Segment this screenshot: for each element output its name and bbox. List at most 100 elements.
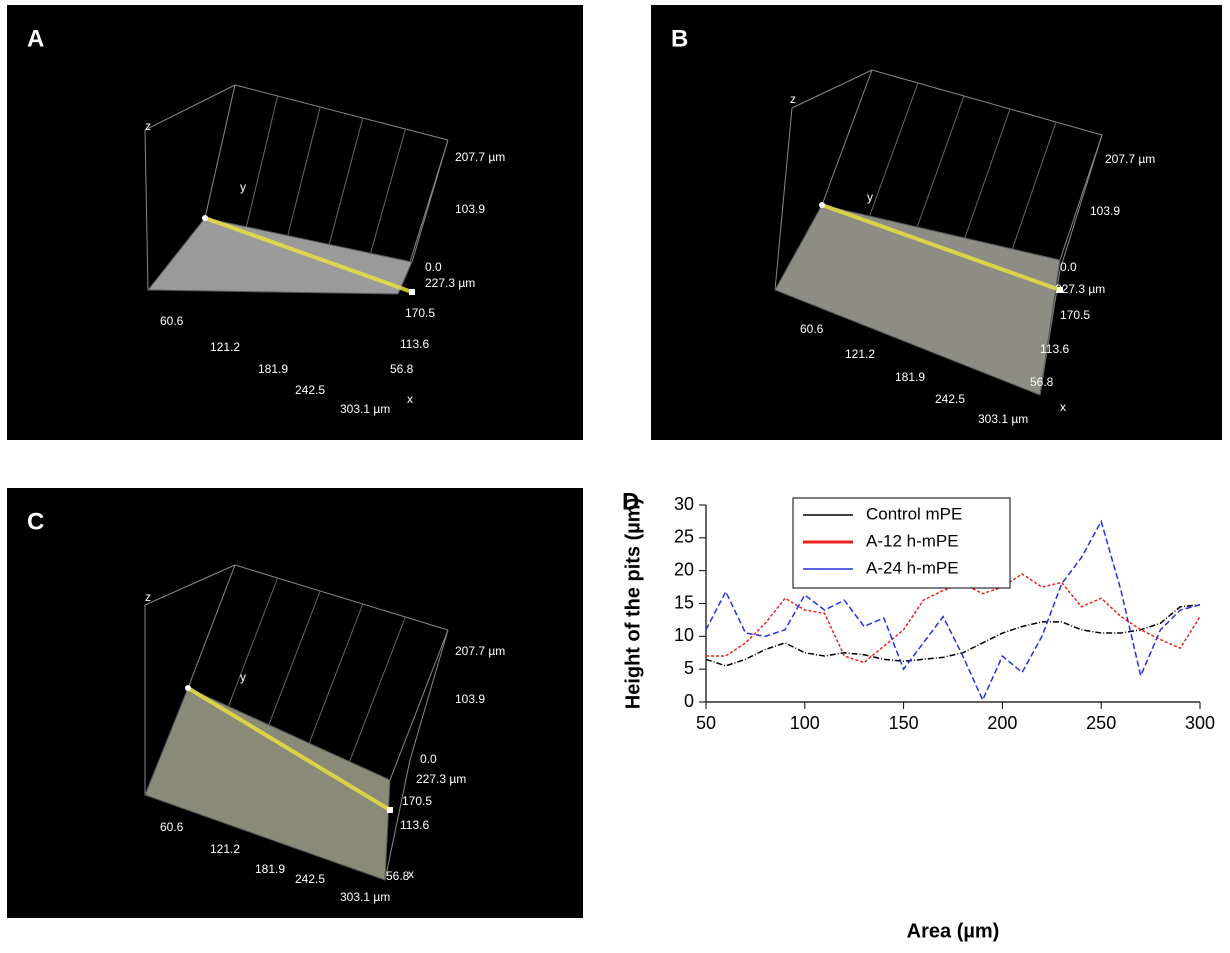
wireframe [389,629,449,781]
axis-text: 170.5 [1060,308,1090,322]
axis-text: 121.2 [210,340,240,354]
axis-text: 56.8 [386,869,410,883]
axis-text: 113.6 [1040,342,1069,356]
axis-text: 227.3 µm [416,772,466,786]
image-background [651,5,1222,440]
y-tick-label: 0 [684,691,694,711]
axis-text: 242.5 [295,872,325,886]
wireframe [187,564,236,689]
marker [409,289,415,295]
surface [774,204,1061,396]
axis-text: y [240,670,246,684]
x-tick-label: 100 [790,713,820,733]
y-tick-label: 20 [674,559,694,579]
surface [144,687,391,881]
surface [146,217,413,295]
axis-text: 56.8 [1030,375,1054,389]
axis-text: z [145,119,151,133]
panel-label: C [27,508,44,535]
wireframe [328,117,364,245]
wireframe [774,107,793,291]
y-tick-label: 15 [674,592,694,612]
wireframe [245,95,279,227]
wireframe [144,564,236,606]
axis-text: x [408,867,414,881]
legend-label: Control mPE [866,504,962,523]
axis-text: x [407,392,413,406]
y-tick-label: 5 [684,658,694,678]
x-tick-label: 200 [987,713,1017,733]
axis-text: 56.8 [390,362,414,376]
wireframe [144,129,149,291]
profile-line [821,203,1061,292]
x-tick-label: 150 [889,713,919,733]
legend-label: A-12 h-mPE [866,531,959,550]
wireframe [384,759,411,881]
wireframe [144,84,236,131]
axis-text: 103.9 [455,692,485,706]
wireframe [1059,134,1103,261]
marker [819,202,825,208]
axis-text: 113.6 [400,818,429,832]
wireframe [964,108,1011,239]
axis-text: 303.1 µm [978,412,1028,426]
profile-line [186,686,392,812]
wireframe [791,69,873,109]
axis-text: z [145,590,151,604]
axis-text: 60.6 [800,322,824,336]
axis-text: z [790,92,796,106]
axis-text: 103.9 [1090,204,1120,218]
axis-text: 242.5 [295,383,325,397]
axis-text: 103.9 [455,202,485,216]
marker [185,685,191,691]
y-tick-label: 25 [674,527,694,547]
axis-text: 0.0 [425,260,442,274]
wireframe [234,564,449,631]
axis-text: 181.9 [255,862,285,876]
marker [1057,287,1063,293]
axis-text: 242.5 [935,392,965,406]
axis-text: 0.0 [420,752,437,766]
legend-label: A-24 h-mPE [866,558,959,577]
wireframe [821,69,873,206]
wireframe [871,69,1103,136]
axis-text: 181.9 [258,362,288,376]
axis-text: y [240,180,246,194]
panel-label: A [27,25,44,52]
wireframe [1011,121,1057,250]
marker [202,215,208,221]
wireframe [308,603,364,744]
panel-label: D [622,488,639,515]
axis-text: 170.5 [402,794,432,808]
marker [387,807,393,813]
y-tick-label: 30 [674,494,694,514]
axis-text: 60.6 [160,314,184,328]
axis-text: 181.9 [895,370,925,384]
axis-text: y [867,190,873,204]
line-series [706,573,1201,664]
x-tick-label: 250 [1086,713,1116,733]
wireframe [234,84,449,141]
axis-text: 121.2 [845,347,875,361]
axis-text: 170.5 [405,306,435,320]
y-tick-label: 10 [674,625,694,645]
axis-text: 207.7 µm [455,150,505,164]
x-tick-label: 50 [696,713,716,733]
wireframe [268,590,321,725]
wireframe [409,629,449,761]
axis-text: 113.6 [400,337,429,351]
axis-text: x [1060,400,1066,414]
axis-text: 227.3 µm [425,276,475,290]
axis-text: 303.1 µm [340,402,390,416]
axis-text: 303.1 µm [340,890,390,904]
line-series [705,604,1201,667]
x-tick-label: 300 [1185,713,1215,733]
line-series [705,519,1201,702]
wireframe [227,577,279,707]
axis-text: 207.7 µm [1105,152,1155,166]
wireframe [370,128,406,254]
axis-text: 207.7 µm [455,644,505,658]
wireframe [916,95,965,228]
wireframe [869,82,919,217]
